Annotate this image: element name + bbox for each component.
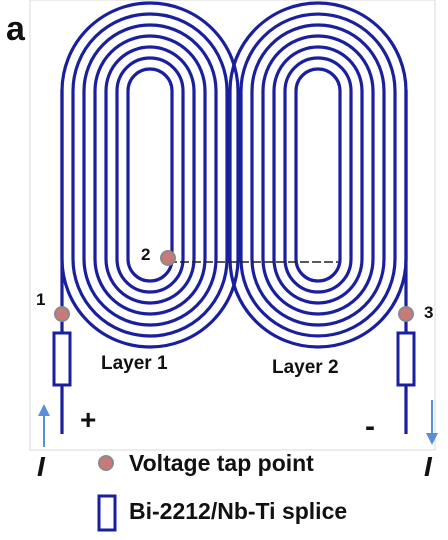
layer-1-turn bbox=[93, 34, 207, 316]
tap-point-3 bbox=[398, 306, 414, 322]
layer-1-turn bbox=[71, 12, 229, 338]
layer-1-turn bbox=[115, 56, 185, 294]
current-label-left: I bbox=[37, 451, 46, 482]
layer-1-label: Layer 1 bbox=[101, 353, 168, 374]
layer-1-winding bbox=[60, 1, 240, 349]
legend-splice-icon bbox=[97, 494, 117, 532]
tap-point-1 bbox=[54, 306, 70, 322]
layer-2-turn bbox=[239, 12, 397, 338]
terminal-plus: + bbox=[80, 404, 96, 435]
tap-label-2: 2 bbox=[141, 245, 150, 264]
legend-splice-label: Bi-2212/Nb-Ti splice bbox=[129, 498, 347, 524]
layer-2-turn bbox=[272, 45, 364, 305]
layer-2-turn bbox=[283, 56, 353, 294]
current-label-right: I bbox=[424, 451, 433, 482]
tap-point-2 bbox=[160, 250, 176, 266]
splice-right bbox=[396, 331, 416, 387]
layer-2-turn bbox=[228, 1, 408, 349]
tap-label-3: 3 bbox=[424, 303, 433, 322]
current-out-arrow bbox=[426, 400, 438, 445]
current-in-arrow bbox=[38, 404, 50, 447]
legend-tap-icon bbox=[98, 455, 114, 471]
terminal-minus: - bbox=[365, 410, 375, 443]
layer-2-label: Layer 2 bbox=[272, 357, 339, 378]
splice-left bbox=[52, 331, 72, 387]
layer-1-turn bbox=[104, 45, 196, 305]
layer-2-winding bbox=[228, 1, 408, 349]
legend-tap-label: Voltage tap point bbox=[129, 450, 314, 476]
layer-2-turn bbox=[250, 23, 386, 327]
layer-1-turn bbox=[82, 23, 218, 327]
figure-frame bbox=[29, 0, 436, 451]
layer-1-turn bbox=[60, 1, 240, 349]
layer-2-turn bbox=[261, 34, 375, 316]
tap-label-1: 1 bbox=[36, 290, 45, 309]
panel-label: a bbox=[6, 10, 26, 48]
layer-2-turn bbox=[294, 67, 342, 283]
